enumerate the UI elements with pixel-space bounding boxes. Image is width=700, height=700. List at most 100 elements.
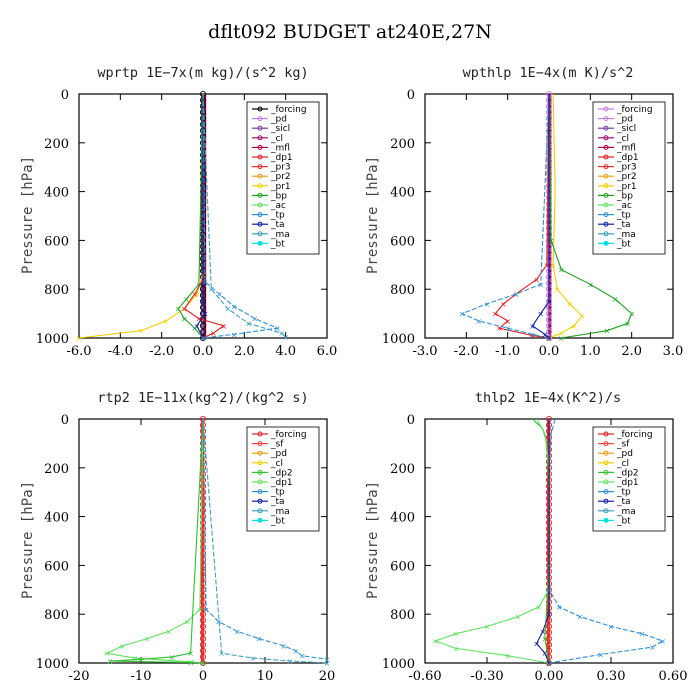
zero-series-marker [545,316,553,323]
figure-title: dflt092 BUDGET at240E,27N [208,21,492,43]
series-marker-ma: × [218,649,225,658]
series-marker-tp: × [231,330,238,339]
legend-marker [603,154,609,160]
legend-marker [257,192,263,198]
x-tick-label: 0.0 [193,344,214,359]
series-line-pr1 [548,93,583,339]
legend-label: _cl [270,459,283,469]
series-marker-pr1: × [570,322,577,331]
series-marker-tp: × [255,635,262,644]
series-marker-dp2: × [138,655,145,664]
series-marker-dp1: × [529,332,536,341]
series-marker-dp2: × [107,657,114,666]
series-line-dp2 [109,418,204,664]
series-marker-dp1: × [492,310,499,319]
series-line-ma [202,93,287,338]
zero-series-marker [545,310,553,317]
series-marker-ac: × [504,652,511,661]
zero-series-marker [545,635,553,642]
y-tick-label: 200 [390,137,415,152]
legend-marker [603,192,609,198]
legend-marker [603,479,609,485]
legend-marker [603,106,609,112]
series-marker-pr1: × [138,327,145,336]
legend-label: _bp [270,191,287,201]
legend-marker [257,469,263,475]
series-marker-bp: × [175,305,182,314]
series-marker-tp: × [234,627,241,636]
series-marker-bp: × [196,280,203,289]
legend-marker [257,450,263,456]
legend-marker [603,183,609,189]
x-tick-label: 20 [319,669,336,684]
series-marker-tp: × [216,290,223,299]
y-tick-label: 200 [44,137,69,152]
series-marker-dp2: × [169,653,176,662]
series-marker-pr1: × [76,334,83,343]
series-marker-ac: × [104,649,111,658]
y-tick-label: 0 [61,413,69,428]
x-tick-label: 2.0 [234,344,255,359]
series-marker-ta: × [529,322,536,331]
series-marker-tp: × [274,324,281,333]
legend-label: _cl [616,134,629,144]
panel-title: thlp2 1E−4x(K^2)/s [475,390,621,406]
legend-label: _ta [270,497,285,507]
legend-label: _ta [616,220,631,230]
legend-label: _pd [616,115,633,125]
legend-marker [603,517,609,523]
series-marker-tp: × [546,334,553,343]
series-marker-pr1: × [193,290,200,299]
y-tick-label: 800 [44,283,69,298]
zero-series-marker [199,537,207,545]
series-marker-ta: × [546,297,553,306]
legend-label: _ma [270,230,290,240]
y-tick-label: 400 [390,186,415,201]
series-marker-dp1: × [546,334,553,343]
series-marker-tp: × [475,317,482,326]
legend-marker [257,517,263,523]
panel-thlp2: thlp2 1E−4x(K^2)/s Pressure [hPa] -0.60 -… [365,390,687,684]
zero-series-marker [199,617,207,624]
series-marker-ac: × [484,622,491,631]
x-tick-label: -4.0 [108,344,133,359]
series-marker-pr1: × [579,312,586,321]
legend-marker [257,202,263,208]
legend-label: _pr3 [270,163,291,173]
legend-label: _dp1 [270,478,293,488]
legend-marker [603,173,609,179]
legend-label: _bt [270,239,285,249]
legend-label: _pr3 [616,163,637,173]
series-marker-bp: × [200,334,207,343]
series-marker-ta: × [200,334,207,343]
legend-marker [257,221,263,227]
zero-series-marker [199,611,207,618]
legend-label: _mfl [616,143,636,153]
series-marker-bp: × [612,295,619,304]
legend-marker [257,154,263,160]
legend-marker [603,202,609,208]
y-tick-label: 600 [44,559,69,574]
series-marker-dp1: × [533,275,540,284]
zero-series-marker [199,495,207,502]
y-tick-label: 0 [61,88,69,103]
legend-marker [257,212,263,218]
legend-label: _bt [270,516,285,526]
legend-marker [603,431,609,437]
series-marker-dp1: × [544,261,551,270]
series-line-tp [460,93,550,339]
series-marker-bp: × [587,280,594,289]
series-marker-ac: × [197,605,204,614]
legend-marker [257,106,263,112]
legend-label: _pr2 [616,172,637,182]
x-tick-label: -1.0 [495,344,520,359]
series-marker-tp: × [231,302,238,311]
legend-label: _cl [616,459,629,469]
zero-series-marker [199,623,207,630]
series-marker-ac: × [546,659,553,668]
series-marker-ac: × [131,654,138,663]
legend-label: _tp [270,488,285,498]
y-axis-label: Pressure [hPa] [20,481,36,599]
y-tick-label: 800 [44,608,69,623]
x-tick-label: -3.0 [412,344,437,359]
